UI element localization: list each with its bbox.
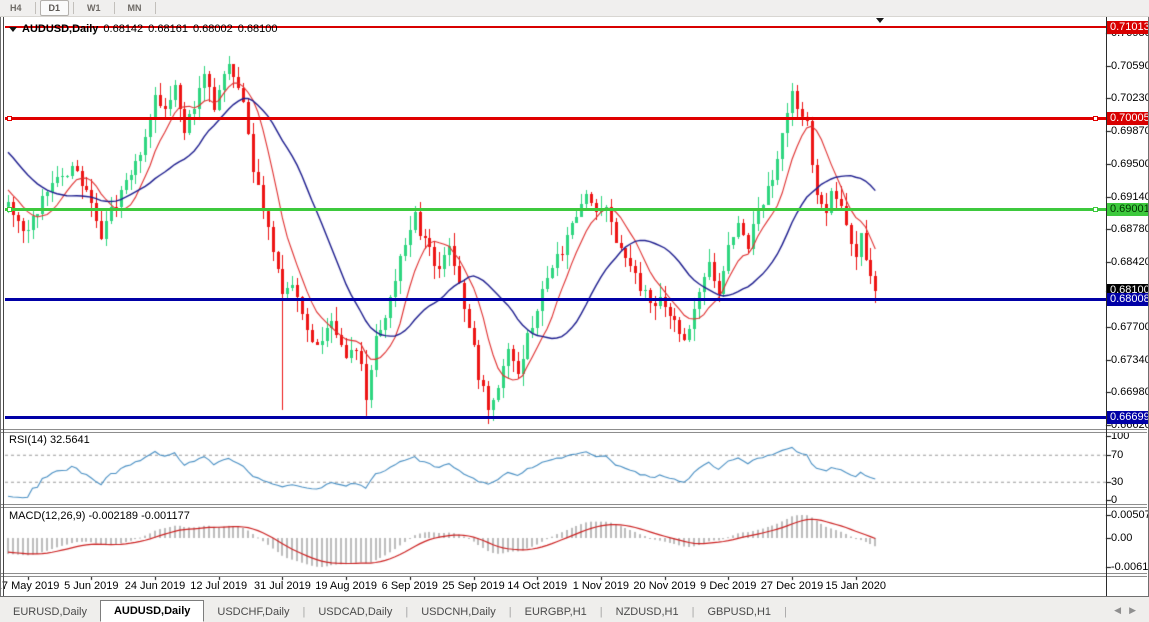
splitter-rsi-macd[interactable] [1,504,1147,508]
price-badge-0.69001: 0.69001 [1107,202,1149,216]
date-axis-label: 31 Jul 2019 [253,580,311,592]
level-handle[interactable] [1093,206,1098,212]
symbol-dropdown-icon[interactable] [9,26,17,32]
ohlc-open: 0.68142 [103,23,144,35]
date-axis-label: 9 Dec 2019 [700,580,757,592]
chart-tab-bar: EURUSD,Daily AUDUSD,Daily USDCHF,Daily | USD… [0,597,1149,622]
timeframe-button-mn[interactable]: MN [127,3,142,13]
tab-scroll-arrows[interactable]: ◀▶ [1114,605,1144,616]
tab-separator: | [508,606,512,618]
chart-tab-eurusd[interactable]: EURUSD,Daily [13,606,87,618]
macd-axis-label: 0.00 [1111,532,1133,544]
date-axis-label: 17 May 2019 [0,580,60,592]
timeframe-button-w1[interactable]: W1 [87,3,101,13]
price-axis-label: 0.66980 [1111,386,1149,399]
timeframe-toolbar: H4 D1 W1 MN [0,0,1149,17]
rsi-axis-label: 30 [1111,475,1124,488]
price-badge-0.68008: 0.68008 [1107,292,1149,306]
ohlc-high: 0.68161 [148,23,188,35]
level-line-0.71013[interactable] [5,26,1106,29]
date-axis-label: 20 Nov 2019 [633,580,696,592]
tab-scroll-right-icon: ▶ [1129,605,1144,615]
tab-separator: | [405,606,409,618]
price-badge-0.66699: 0.66699 [1107,411,1149,425]
splitter-macd-dates [1,573,1147,577]
price-axis-label: 0.70590 [1111,59,1149,72]
date-axis-label: 12 Jul 2019 [190,580,248,592]
price-axis-label: 0.70230 [1111,92,1149,105]
price-axis-label: 0.68780 [1111,223,1149,236]
price-axis-label: 0.68420 [1111,255,1149,268]
toolbar-separator [34,2,36,14]
toolbar-separator [73,2,75,14]
price-axis-label: 0.69870 [1111,124,1149,137]
date-axis-label: 27 Dec 2019 [760,580,824,592]
chart-tab-audusd[interactable]: AUDUSD,Daily [99,600,205,622]
rsi-axis-label: 100 [1111,430,1130,442]
tab-scroll-left-icon: ◀ [1114,605,1130,615]
chart-tab-eurgbp[interactable]: EURGBP,H1 [524,606,587,618]
tab-separator: | [784,606,787,618]
date-axis-label: 1 Nov 2019 [572,580,630,592]
bar-shift-marker-icon[interactable] [876,18,885,23]
level-line-0.70005[interactable] [5,117,1106,121]
toolbar-separator [154,2,156,14]
price-badge-0.71013: 0.71013 [1107,20,1149,34]
chart-tab-nzdusd[interactable]: NZDUSD,H1 [615,606,679,618]
date-axis-label: 24 Jun 2019 [124,580,186,592]
date-axis-label: 15 Jan 2020 [825,580,886,592]
price-axis-separator [1106,17,1107,596]
chart-left-border [3,17,4,596]
price-axis-label: 0.67340 [1111,353,1149,366]
chart-tab-usdcad[interactable]: USDCAD,Daily [318,606,393,618]
tab-separator: | [599,606,603,618]
level-handle[interactable] [1093,116,1098,122]
tab-separator: | [691,606,695,618]
level-line-0.68008[interactable] [5,297,1106,301]
timeframe-button-h4[interactable]: H4 [10,3,22,13]
date-axis-label: 5 Jun 2019 [64,580,119,592]
rsi-axis-label: 70 [1111,448,1124,461]
price-badge-0.70005: 0.70005 [1107,112,1149,126]
ohlc-close: 0.68100 [237,23,278,35]
price-axis-label: 0.69140 [1111,190,1149,203]
date-axis-label: 6 Sep 2019 [381,580,438,592]
chart-tab-usdcnh[interactable]: USDCNH,Daily [421,606,496,618]
rsi-label: RSI(14) 32.5641 [9,434,90,446]
date-axis-label: 19 Aug 2019 [315,580,377,592]
macd-label: MACD(12,26,9) -0.002189 -0.001177 [9,510,190,522]
level-line-0.69001[interactable] [5,207,1106,211]
date-axis-label: 25 Sep 2019 [442,580,505,592]
timeframe-button-d1[interactable]: D1 [39,0,70,16]
price-axis-label: 0.67700 [1111,321,1149,334]
rsi-axis-label: 0 [1111,494,1118,506]
symbol-name: AUDUSD,Daily [22,23,99,35]
toolbar-separator [113,2,115,14]
chart-tab-gbpusd[interactable]: GBPUSD,H1 [707,606,772,618]
macd-axis-label: -0.006148 [1111,561,1149,574]
splitter-main-rsi[interactable] [1,429,1147,433]
macd-axis-label: 0.005076 [1111,509,1149,521]
chart-title: AUDUSD,Daily 0.68142 0.68161 0.68002 0.6… [9,23,277,35]
level-handle[interactable] [7,206,12,212]
ohlc-low: 0.68002 [192,23,233,35]
level-handle[interactable] [7,116,12,122]
date-axis-label: 14 Oct 2019 [507,580,568,592]
chart-tab-usdchf[interactable]: USDCHF,Daily [217,606,290,618]
price-axis-label: 0.69500 [1111,158,1149,171]
tab-separator: | [302,606,306,618]
level-line-0.66699[interactable] [5,416,1106,420]
